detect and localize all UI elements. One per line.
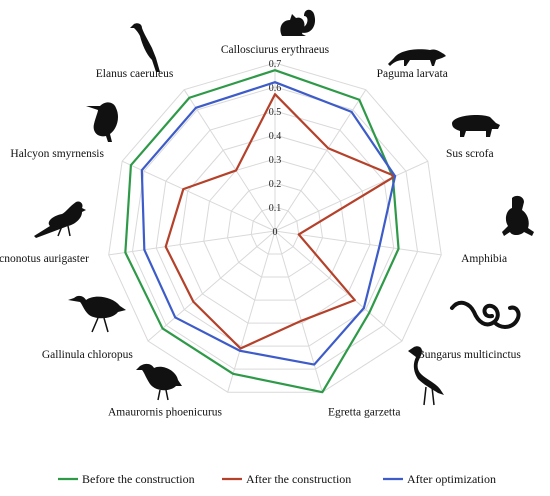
grid-spoke — [274, 230, 403, 342]
category-label: Pycnonotus aurigaster — [0, 253, 89, 265]
category-label: Egretta garzetta — [328, 406, 400, 418]
legend: Before the construction After the constru… — [58, 472, 496, 486]
tick-label: 0.7 — [269, 59, 282, 70]
grid-ring — [250, 206, 300, 255]
legend-label: After the construction — [246, 472, 351, 486]
squirrel-icon — [280, 9, 316, 36]
grid-layer — [108, 62, 442, 393]
grid-spoke — [183, 89, 276, 232]
tick-label: 0.1 — [269, 203, 282, 214]
category-label: Paguma larvata — [377, 68, 448, 80]
rail-bird-icon — [136, 363, 182, 401]
grid-ring — [108, 62, 442, 393]
grid-spoke — [274, 89, 367, 232]
tick-label: 0.6 — [269, 83, 282, 94]
tick-label: 0.3 — [269, 155, 282, 166]
series-line — [140, 81, 397, 366]
series-line — [164, 93, 397, 350]
grid-ring — [155, 110, 395, 347]
boar-icon — [452, 115, 500, 137]
kingfisher-icon — [86, 102, 118, 142]
category-label: Amaurornis phoenicurus — [108, 406, 223, 418]
grid-spoke — [227, 230, 276, 393]
tick-label: 0 — [273, 227, 278, 238]
grid-spoke — [121, 160, 276, 232]
category-label: Callosciurus erythraeus — [221, 44, 330, 56]
category-label: Sus scrofa — [446, 148, 494, 160]
civet-icon — [388, 49, 446, 66]
series-layer — [124, 69, 400, 394]
category-label: Halcyon smyrnensis — [10, 148, 104, 160]
tick-labels: 0 0.1 0.2 0.3 0.4 0.5 0.6 0.7 — [269, 59, 282, 238]
tick-label: 0.5 — [269, 107, 282, 118]
category-labels: Callosciurus erythraeus Paguma larvata Sus… — [0, 44, 521, 418]
tick-label: 0.4 — [269, 131, 282, 142]
grid-ring — [203, 158, 347, 301]
grid-ring — [131, 86, 419, 370]
grid-ring — [179, 134, 371, 324]
frog-icon — [502, 195, 534, 236]
grid-ring — [226, 182, 324, 278]
kite-bird-icon — [130, 23, 160, 72]
tick-label: 0.2 — [269, 179, 282, 190]
category-label: Amphibia — [461, 253, 507, 265]
grid-spoke — [274, 160, 429, 232]
grid-spoke — [108, 230, 276, 256]
snake-icon — [450, 300, 521, 329]
grid-spoke — [274, 230, 442, 256]
legend-label: After optimization — [407, 472, 496, 486]
category-label: Gallinula chloropus — [42, 349, 134, 361]
moorhen-icon — [68, 295, 126, 333]
category-label: Bungarus multicinctus — [417, 349, 521, 361]
egret-icon — [408, 346, 444, 406]
bulbul-icon — [34, 201, 86, 238]
grid-spoke — [147, 230, 276, 342]
legend-label: Before the construction — [82, 472, 195, 486]
category-label: Elanus caeruleus — [96, 68, 174, 80]
